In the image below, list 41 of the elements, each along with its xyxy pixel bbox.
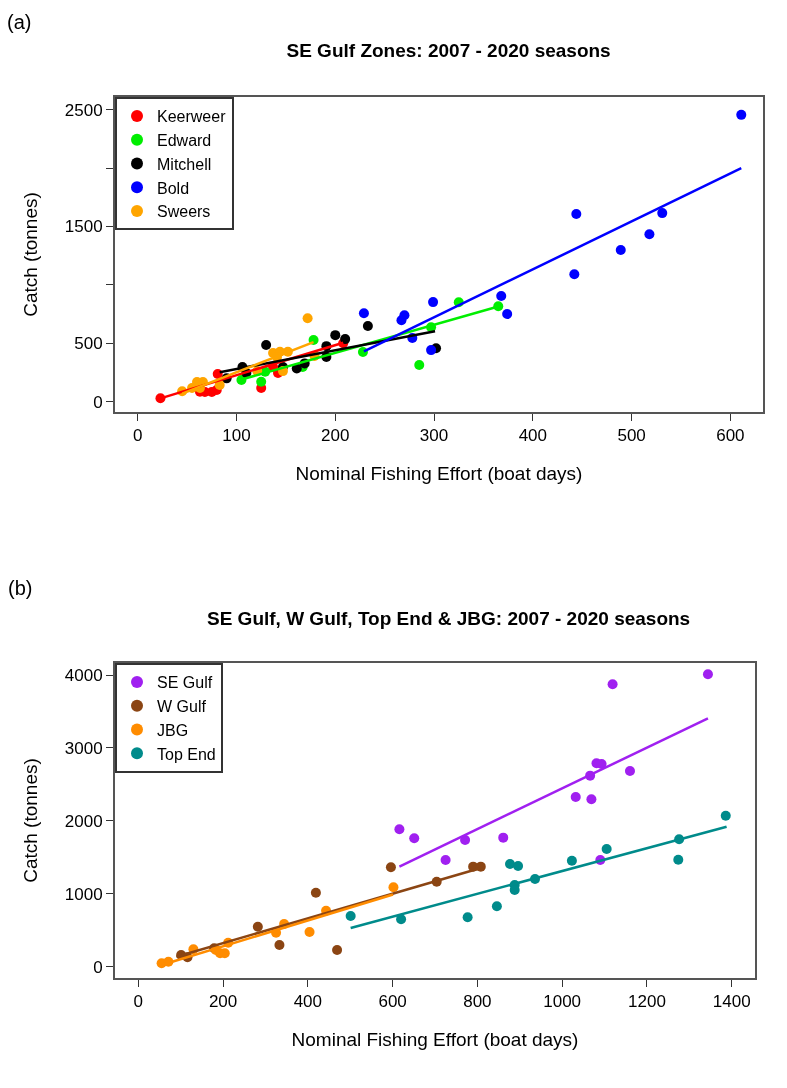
y-tick-label: 1500 — [64, 217, 103, 237]
x-tick-label: 1000 — [543, 992, 582, 1012]
x-tick-label: 100 — [222, 426, 251, 446]
text: (a) — [7, 11, 32, 33]
text: (b) — [8, 577, 33, 599]
legend-label: Top End — [157, 745, 216, 763]
legend-label: Edward — [157, 131, 212, 149]
y-tick-label: 3000 — [64, 738, 103, 758]
legend-label: Sweers — [157, 203, 211, 221]
y-tick-label: 500 — [74, 334, 103, 354]
x-tick-label: 400 — [518, 426, 548, 446]
chart-title: SE Gulf Zones: 2007 - 2020 seasons — [286, 39, 611, 61]
x-tick-label: 500 — [617, 426, 646, 446]
x-tick-label: 1400 — [712, 992, 751, 1012]
x-tick-label: 200 — [208, 992, 238, 1012]
x-tick-label: 600 — [716, 426, 745, 446]
legend-label: Bold — [157, 179, 190, 197]
x-tick-label: 800 — [463, 992, 492, 1012]
legend-label: Mitchell — [157, 155, 212, 173]
x-tick-label: 0 — [132, 426, 143, 446]
chart-title: SE Gulf, W Gulf, Top End & JBG: 2007 - 2020 seasons — [206, 608, 691, 630]
x-axis-title: Nominal Fishing Effort (boat days) — [295, 462, 583, 484]
y-axis-title: Catch (tonnes) — [20, 758, 42, 883]
legend-label: JBG — [157, 721, 189, 739]
y-tick-label: 0 — [93, 957, 103, 977]
y-tick-label: 1000 — [64, 884, 103, 904]
x-tick-label: 1200 — [628, 992, 666, 1012]
x-axis-title: Nominal Fishing Effort (boat days) — [291, 1028, 579, 1050]
y-tick-label: 2000 — [64, 811, 103, 831]
y-axis-title: Catch (tonnes) — [20, 192, 42, 317]
x-tick-label: 600 — [378, 992, 407, 1012]
x-tick-label: 400 — [293, 992, 323, 1012]
x-tick-label: 300 — [419, 426, 449, 446]
legend-label: SE Gulf — [157, 674, 213, 692]
y-tick-label: 0 — [93, 392, 103, 412]
y-tick-label: 2500 — [64, 100, 103, 120]
x-tick-label: 0 — [133, 992, 144, 1012]
y-tick-label: 4000 — [64, 665, 103, 685]
legend-label: Keerweer — [157, 108, 227, 126]
x-tick-label: 200 — [321, 426, 350, 446]
legend-label: W Gulf — [157, 697, 207, 715]
